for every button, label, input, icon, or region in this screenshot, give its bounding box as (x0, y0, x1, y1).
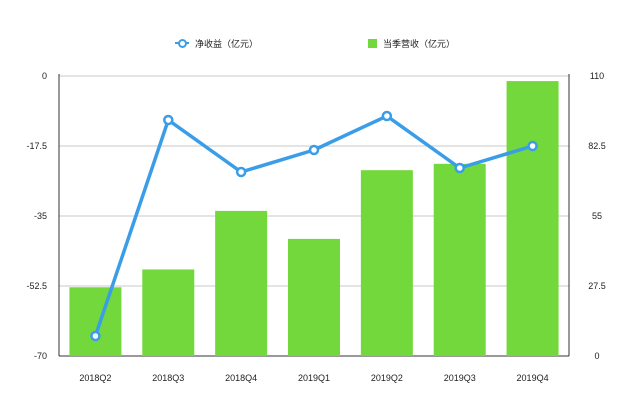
left-tick-label: -35 (34, 211, 47, 221)
bar (433, 163, 486, 356)
bar (288, 238, 340, 356)
left-tick-label: -70 (34, 351, 47, 361)
x-tick-label: 2018Q3 (152, 373, 184, 383)
bar (506, 81, 559, 356)
right-tick-label: 27.5 (588, 281, 606, 291)
right-tick-label: 55 (592, 211, 602, 221)
x-tick-label: 2019Q1 (298, 373, 330, 383)
left-tick-label: -52.5 (26, 281, 47, 291)
line-marker-icon (175, 38, 189, 48)
bar (215, 210, 268, 356)
line-point (235, 166, 247, 178)
line-point (454, 162, 465, 174)
x-tick-label: 2019Q4 (517, 373, 549, 383)
right-tick-label: 82.5 (588, 141, 606, 151)
left-tick-label: 0 (42, 71, 47, 81)
legend-item-revenue: 当季营收（亿元） (368, 35, 455, 51)
right-tick-label: 110 (590, 71, 604, 81)
legend-item-net-income: 净收益（亿元） (175, 35, 258, 51)
bar (360, 170, 413, 356)
x-tick-label: 2019Q2 (371, 373, 403, 383)
bar (142, 269, 195, 356)
line-point (163, 114, 174, 126)
left-tick-label: -17.5 (26, 141, 47, 151)
bar (69, 287, 122, 356)
line-point (308, 144, 320, 156)
line-point (90, 330, 101, 342)
line-point (527, 140, 538, 152)
x-tick-label: 2019Q3 (444, 373, 476, 383)
line-point (381, 110, 393, 122)
x-tick-label: 2018Q2 (79, 373, 111, 383)
legend-label-revenue: 当季营收（亿元） (383, 38, 456, 49)
x-tick-label: 2018Q4 (225, 373, 257, 383)
legend-label-net-income: 净收益（亿元） (195, 38, 259, 49)
right-tick-label: 0 (594, 351, 599, 361)
bar-swatch-icon (368, 38, 377, 48)
